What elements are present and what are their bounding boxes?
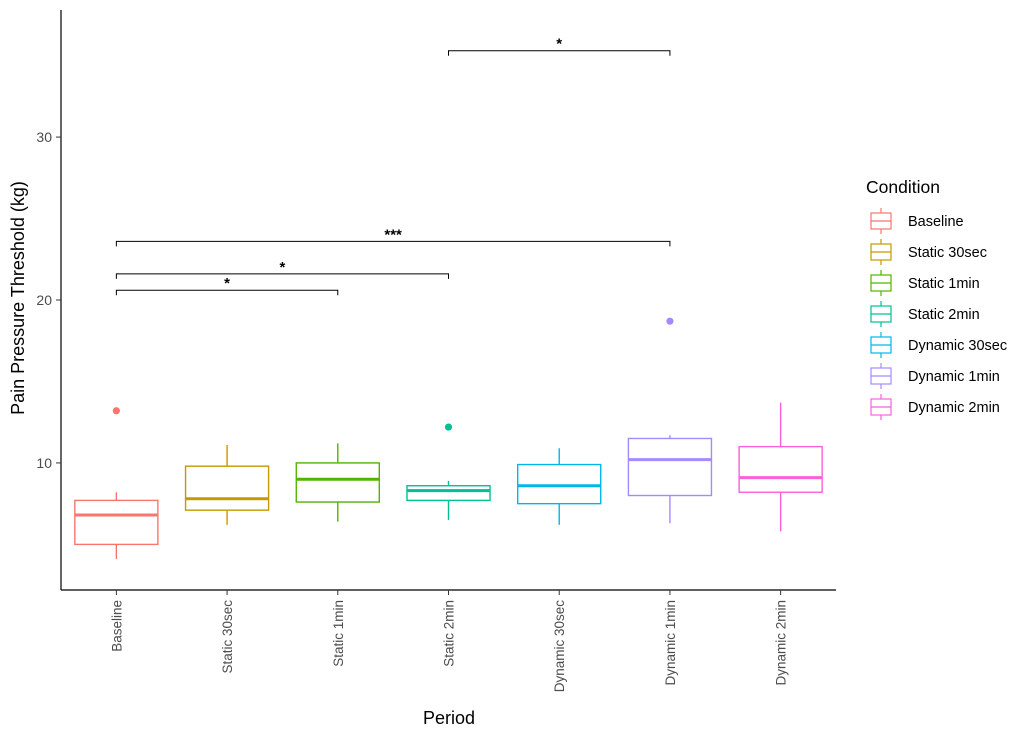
legend-item: Static 2min <box>870 301 980 327</box>
bracket-line <box>115 273 449 279</box>
legend-title: Condition <box>866 177 940 197</box>
legend-item: Static 30sec <box>870 239 987 265</box>
box-body <box>516 463 602 505</box>
outlier-point <box>666 317 674 325</box>
y-tick-label: 30 <box>36 129 52 145</box>
x-tick-label: Static 30sec <box>220 600 235 674</box>
legend-label: Static 1min <box>908 276 980 292</box>
y-tick-label: 10 <box>36 455 52 471</box>
x-tick-label: Baseline <box>109 600 124 652</box>
legend-item: Static 1min <box>870 270 980 296</box>
legend: Condition Baseline Static 30sec Static 1mi… <box>866 177 1007 420</box>
outlier-point <box>444 423 453 431</box>
plot-area: 10 20 30 Baseline Static 30sec Static 1min Sta… <box>36 10 836 692</box>
legend-label: Static 30sec <box>908 245 987 261</box>
x-tick-label: Dynamic 2min <box>774 600 789 686</box>
significance-bracket: * <box>115 259 449 279</box>
x-tick-label: Dynamic 30sec <box>552 600 567 693</box>
bracket-line <box>448 50 671 56</box>
legend-item: Baseline <box>870 208 964 234</box>
box-dynamic-1min <box>627 317 713 524</box>
bracket-line <box>115 289 339 296</box>
box-body <box>406 485 491 502</box>
significance-bracket: * <box>448 36 671 56</box>
box-body <box>295 462 381 503</box>
significance-bracket: * <box>115 275 339 296</box>
x-tick-label: Static 2min <box>442 600 457 667</box>
box-body <box>184 465 270 511</box>
x-axis-title: Period <box>423 708 475 728</box>
box-dynamic-2min <box>738 402 823 532</box>
significance-label: *** <box>384 226 402 243</box>
y-axis-title: Pain Pressure Threshold (kg) <box>8 181 28 415</box>
significance-label: * <box>224 275 230 292</box>
box-body <box>627 437 713 497</box>
legend-item: Dynamic 30sec <box>870 332 1007 358</box>
box-dynamic-30sec <box>516 448 602 525</box>
box-static-2min <box>406 423 491 520</box>
significance-bracket: *** <box>115 226 671 247</box>
outlier-point <box>112 407 120 415</box>
bracket-line <box>115 240 671 247</box>
significance-label: * <box>280 259 286 276</box>
box-body <box>738 445 823 493</box>
box-static-1min <box>295 443 381 522</box>
x-tick-label: Dynamic 1min <box>663 600 678 686</box>
legend-label: Static 2min <box>908 307 980 323</box>
box-baseline <box>74 407 159 560</box>
legend-label: Dynamic 30sec <box>908 338 1007 354</box>
legend-label: Baseline <box>908 214 964 230</box>
legend-label: Dynamic 2min <box>908 400 1000 416</box>
legend-label: Dynamic 1min <box>908 369 1000 385</box>
x-tick-label: Static 1min <box>331 600 346 667</box>
box-body <box>74 499 159 546</box>
y-tick-label: 20 <box>36 292 52 308</box>
legend-item: Dynamic 2min <box>870 394 1000 420</box>
significance-label: * <box>556 36 562 53</box>
box-static-30sec <box>184 445 270 525</box>
legend-item: Dynamic 1min <box>870 363 1000 389</box>
